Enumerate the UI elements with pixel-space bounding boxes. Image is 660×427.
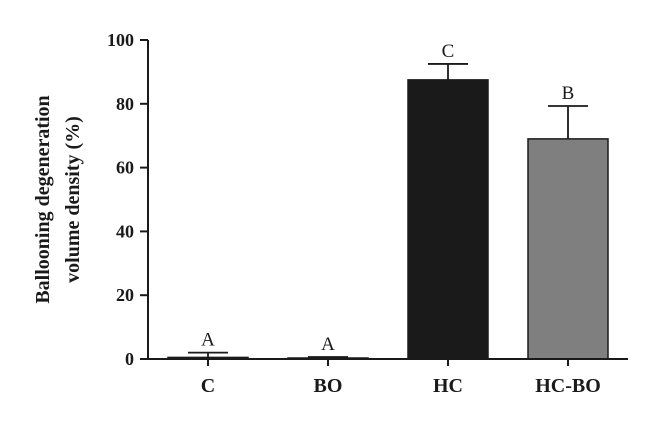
y-tick-label: 100	[107, 30, 134, 50]
significance-label: B	[562, 83, 575, 104]
significance-label: C	[442, 41, 455, 62]
y-tick-label: 20	[116, 285, 134, 305]
bar-hc	[407, 79, 489, 360]
y-ticks-layer: 0 20 40 60 80 100	[107, 30, 148, 369]
x-tick-label: HC	[433, 375, 463, 397]
x-tick-label: C	[201, 375, 215, 397]
x-tick-label: BO	[314, 375, 343, 397]
y-tick-label: 0	[125, 349, 134, 369]
bars-layer	[167, 79, 609, 360]
y-tick-label: 80	[116, 94, 134, 114]
significance-labels-layer: A A C B	[201, 41, 574, 355]
y-tick-label: 60	[116, 158, 134, 178]
y-axis-label-line-1: Ballooning degeneration	[32, 95, 54, 303]
y-tick-label: 40	[116, 221, 134, 241]
x-tick-label: HC-BO	[535, 375, 601, 397]
bar-hc-bo	[527, 138, 609, 360]
significance-label: A	[321, 334, 335, 355]
y-axis-label-line-2: volume density (%)	[62, 116, 84, 283]
error-bars-layer	[188, 63, 588, 359]
x-ticks-layer: C BO HC HC-BO	[201, 359, 601, 397]
significance-label: A	[201, 330, 215, 351]
